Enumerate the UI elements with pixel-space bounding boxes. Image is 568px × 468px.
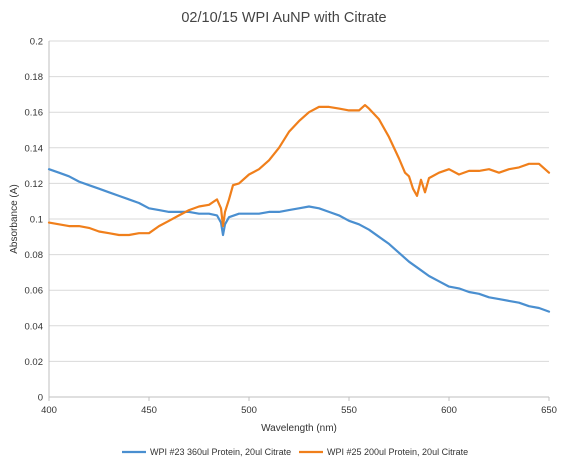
chart-title: 02/10/15 WPI AuNP with Citrate bbox=[181, 10, 386, 26]
y-tick-label: 0.08 bbox=[25, 250, 44, 261]
y-tick-label: 0.2 bbox=[30, 37, 43, 48]
x-tick-label: 600 bbox=[441, 405, 457, 416]
series-line-2 bbox=[47, 103, 551, 237]
legend-label-1: WPI #23 360ul Protein, 20ul Citrate bbox=[150, 447, 291, 457]
x-tick-label: 550 bbox=[341, 405, 357, 416]
plot-area bbox=[47, 103, 551, 313]
x-tick-label: 400 bbox=[41, 405, 57, 416]
legend: WPI #23 360ul Protein, 20ul Citrate WPI #… bbox=[122, 447, 468, 457]
series-line-1 bbox=[47, 168, 551, 313]
y-tick-label: 0.1 bbox=[30, 215, 43, 226]
x-tick-label: 650 bbox=[541, 405, 557, 416]
y-tick-label: 0.16 bbox=[25, 108, 44, 119]
y-tick-label: 0.12 bbox=[25, 179, 44, 190]
y-tick-label: 0.14 bbox=[25, 143, 44, 154]
y-tick-label: 0.18 bbox=[25, 72, 44, 83]
y-axis-label: Absorbance (A) bbox=[9, 184, 20, 253]
legend-label-2: WPI #25 200ul Protein, 20ul Citrate bbox=[327, 447, 468, 457]
y-tick-label: 0.02 bbox=[25, 357, 44, 368]
y-tick-label: 0.04 bbox=[25, 321, 44, 332]
y-tick-label: 0 bbox=[38, 393, 43, 404]
axes: 0 0.02 0.04 0.06 0.08 0.1 0.12 0.14 0.16 0.18 0.2 4… bbox=[25, 37, 557, 417]
x-tick-label: 500 bbox=[241, 405, 257, 416]
gridlines bbox=[49, 40, 549, 398]
x-tick-label: 450 bbox=[141, 405, 157, 416]
x-axis-label: Wavelength (nm) bbox=[261, 423, 337, 434]
y-tick-label: 0.06 bbox=[25, 286, 44, 297]
